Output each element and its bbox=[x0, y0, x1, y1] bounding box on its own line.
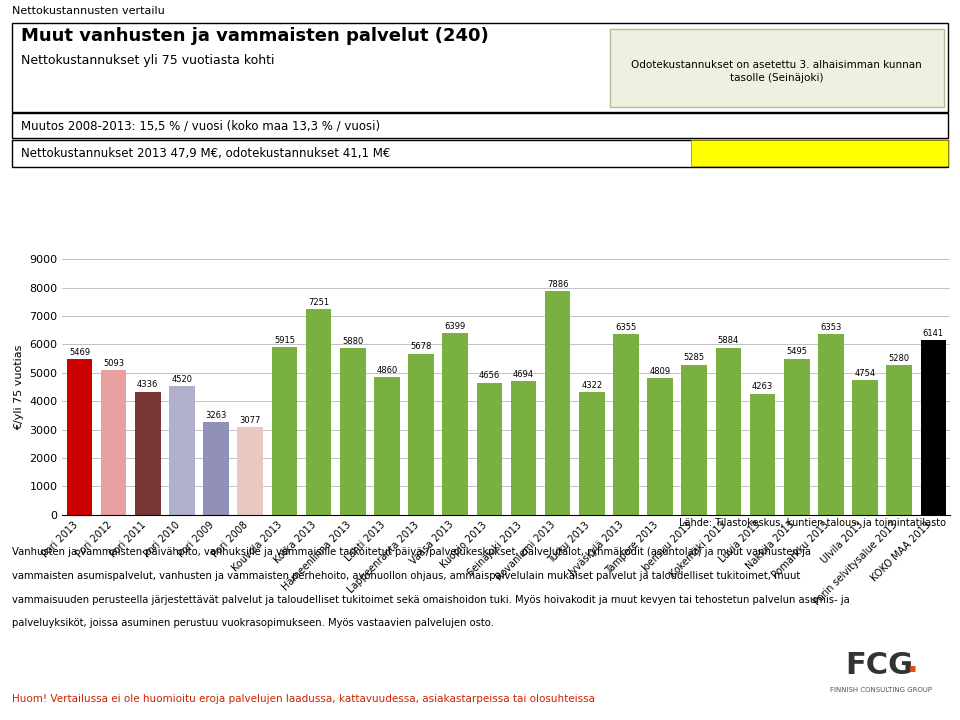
Text: Nettokustannukset 2013 47,9 M€, odotekustannukset 41,1 M€: Nettokustannukset 2013 47,9 M€, odotekus… bbox=[21, 147, 391, 160]
Text: vammaisten asumispalvelut, vanhusten ja vammaisten perhehoito, avohuollon ohjaus: vammaisten asumispalvelut, vanhusten ja … bbox=[12, 571, 800, 581]
Text: FINNISH CONSULTING GROUP: FINNISH CONSULTING GROUP bbox=[830, 687, 932, 693]
Bar bbox=[169, 387, 195, 515]
Bar bbox=[886, 365, 912, 515]
Bar bbox=[408, 354, 434, 515]
Bar bbox=[204, 422, 228, 515]
Text: Odotekustannukset on asetettu 3. alhaisimman kunnan: Odotekustannukset on asetettu 3. alhaisi… bbox=[632, 60, 922, 71]
Text: tasolle (Seinäjoki): tasolle (Seinäjoki) bbox=[730, 73, 824, 84]
Bar bbox=[647, 378, 673, 515]
Text: 5884: 5884 bbox=[718, 336, 739, 346]
Bar bbox=[443, 333, 468, 515]
Text: 5678: 5678 bbox=[410, 342, 432, 351]
Bar bbox=[682, 365, 708, 515]
Bar bbox=[135, 392, 160, 515]
Text: 4860: 4860 bbox=[376, 366, 397, 374]
Text: 4809: 4809 bbox=[650, 367, 671, 376]
Bar bbox=[272, 347, 298, 515]
Bar bbox=[545, 291, 570, 515]
Bar bbox=[715, 348, 741, 515]
Text: Vanhusten ja vammaisten päivähoito, vanhuksille ja vammaisille tarkoitetut päivä: Vanhusten ja vammaisten päivähoito, vanh… bbox=[12, 547, 810, 557]
Text: Nettokustannukset yli 75 vuotiasta kohti: Nettokustannukset yli 75 vuotiasta kohti bbox=[21, 54, 275, 67]
Text: Nettokustannusten vertailu: Nettokustannusten vertailu bbox=[12, 6, 164, 16]
Text: 4754: 4754 bbox=[854, 369, 876, 377]
Bar bbox=[613, 334, 638, 515]
Text: 6141: 6141 bbox=[923, 329, 944, 338]
Text: 5093: 5093 bbox=[103, 359, 124, 368]
Text: 4336: 4336 bbox=[137, 380, 158, 390]
Text: Lähde: Tilastokeskus, kuntien talous- ja toimintatilasto: Lähde: Tilastokeskus, kuntien talous- ja… bbox=[679, 518, 946, 528]
Text: 6,8 M€: 6,8 M€ bbox=[896, 147, 943, 160]
Text: 4263: 4263 bbox=[752, 382, 773, 392]
Text: 5915: 5915 bbox=[274, 336, 295, 345]
Bar bbox=[852, 379, 877, 515]
Text: 4322: 4322 bbox=[581, 381, 602, 390]
Text: vammaisuuden perusteella järjestettävät palvelut ja taloudelliset tukitoimet sek: vammaisuuden perusteella järjestettävät … bbox=[12, 595, 850, 605]
Bar bbox=[305, 309, 331, 515]
Text: Muut vanhusten ja vammaisten palvelut (240): Muut vanhusten ja vammaisten palvelut (2… bbox=[21, 27, 489, 45]
Text: 3077: 3077 bbox=[240, 416, 261, 425]
Bar bbox=[818, 334, 844, 515]
Bar bbox=[511, 382, 537, 515]
Text: 7251: 7251 bbox=[308, 297, 329, 307]
Bar bbox=[374, 377, 399, 515]
Bar bbox=[340, 348, 366, 515]
Y-axis label: €/yli 75 vuotias: €/yli 75 vuotias bbox=[13, 344, 24, 430]
Bar bbox=[750, 394, 776, 515]
Text: 4656: 4656 bbox=[479, 372, 500, 380]
Text: Potentiaali: Potentiaali bbox=[708, 147, 784, 160]
Text: 5285: 5285 bbox=[684, 354, 705, 362]
Bar bbox=[101, 370, 127, 515]
Text: 5280: 5280 bbox=[889, 354, 910, 363]
Text: 5880: 5880 bbox=[342, 336, 363, 346]
Text: 5469: 5469 bbox=[69, 348, 90, 357]
Bar bbox=[579, 392, 605, 515]
Text: 4520: 4520 bbox=[172, 375, 192, 384]
Bar bbox=[476, 382, 502, 515]
Text: 6399: 6399 bbox=[444, 322, 466, 330]
Bar bbox=[66, 359, 92, 515]
Text: palveluyksiköt, joissa asuminen perustuu vuokrasopimukseen. Myös vastaavien palv: palveluyksiköt, joissa asuminen perustuu… bbox=[12, 618, 493, 629]
Text: FCG: FCG bbox=[845, 652, 913, 680]
Bar bbox=[237, 428, 263, 515]
Text: 6355: 6355 bbox=[615, 323, 636, 332]
Text: Muutos 2008-2013: 15,5 % / vuosi (koko maa 13,3 % / vuosi): Muutos 2008-2013: 15,5 % / vuosi (koko m… bbox=[21, 119, 380, 132]
Text: 7886: 7886 bbox=[547, 279, 568, 289]
Text: Huom! Vertailussa ei ole huomioitu eroja palvelujen laadussa, kattavuudessa, asi: Huom! Vertailussa ei ole huomioitu eroja… bbox=[12, 694, 594, 704]
Text: 4694: 4694 bbox=[513, 370, 534, 379]
Bar bbox=[921, 341, 947, 515]
Text: .: . bbox=[907, 649, 919, 678]
Text: 5495: 5495 bbox=[786, 348, 807, 356]
Bar bbox=[784, 359, 809, 515]
Text: 6353: 6353 bbox=[820, 323, 842, 332]
Text: 3263: 3263 bbox=[205, 411, 227, 420]
